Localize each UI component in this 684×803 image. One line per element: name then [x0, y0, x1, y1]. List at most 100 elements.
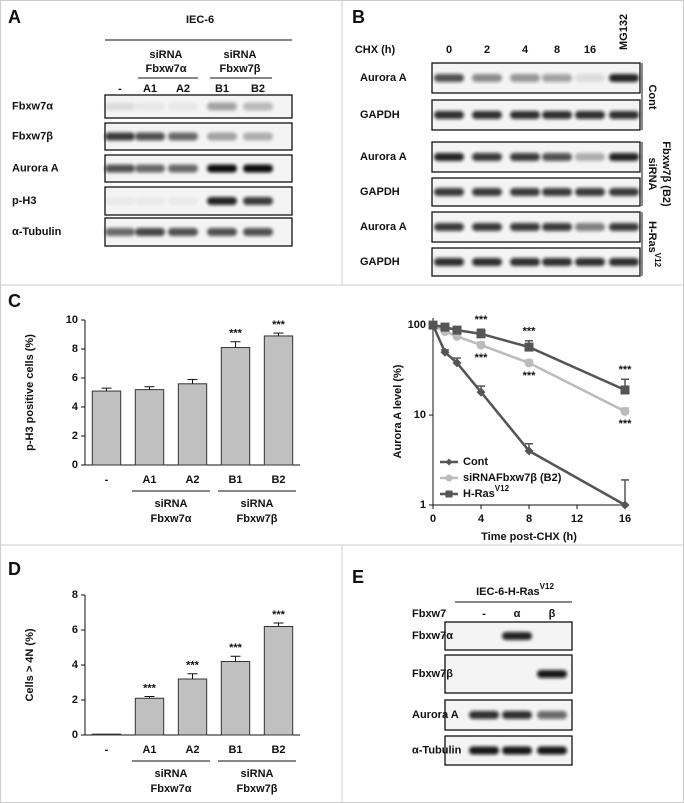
significance: ***: [272, 319, 286, 331]
condition-label-sup: V12: [653, 253, 662, 268]
band: [575, 153, 605, 161]
band: [168, 228, 198, 236]
marker: [476, 387, 486, 397]
band: [207, 197, 237, 205]
significance: ***: [186, 660, 200, 672]
y-tick-label: 2: [72, 694, 78, 706]
significance: ***: [229, 328, 243, 340]
band: [135, 132, 165, 141]
x-tick-label: A1: [142, 744, 156, 756]
cell-line: IEC-6-H-RasV12: [476, 582, 554, 598]
x-tick-label: -: [105, 744, 109, 756]
blot-row-label: GAPDH: [360, 256, 400, 268]
bar: [91, 390, 122, 466]
band: [434, 74, 464, 82]
blot-row-label: p-H3: [12, 195, 36, 207]
marker: [428, 320, 438, 330]
lane-label: B2: [251, 83, 265, 95]
band: [510, 74, 540, 82]
band: [243, 197, 273, 205]
band: [472, 188, 502, 196]
band: [135, 228, 165, 236]
bar: [177, 678, 208, 736]
y-tick-label: 100: [408, 319, 426, 331]
panel-label: B: [352, 7, 365, 27]
x-tick-label: B2: [271, 474, 285, 486]
bar: [220, 661, 251, 736]
marker: [452, 325, 462, 335]
band: [510, 188, 540, 196]
marker: [524, 358, 534, 368]
band: [537, 670, 567, 678]
band: [609, 258, 639, 266]
lane-title: Fbxw7: [412, 608, 446, 620]
bar: [134, 697, 165, 736]
band: [542, 153, 572, 161]
blot-row-label: Aurora A: [360, 151, 407, 163]
group-label: Fbxw7α: [151, 783, 192, 795]
bar: [263, 335, 294, 466]
panel-label: C: [8, 291, 21, 311]
x-tick-label: A1: [142, 474, 156, 486]
x-tick-label: B1: [228, 744, 242, 756]
significance: ***: [143, 682, 157, 694]
y-axis-label: p-H3 positive cells (%): [24, 334, 36, 451]
lane-label: -: [118, 83, 122, 95]
cell-line-sup: V12: [540, 582, 555, 591]
significance: ***: [475, 314, 489, 326]
band: [135, 102, 165, 111]
group-label: Fbxw7β: [237, 513, 278, 525]
significance: ***: [475, 352, 489, 364]
band: [575, 74, 605, 82]
legend-label: siRNAFbxw7β (B2): [463, 472, 562, 484]
lane-label: B1: [215, 83, 229, 95]
band: [575, 258, 605, 266]
error-bar: [101, 341, 241, 392]
lane-label: A1: [143, 83, 157, 95]
band: [434, 258, 464, 266]
blot-row-label: GAPDH: [360, 186, 400, 198]
condition-label: Cont: [646, 84, 658, 109]
band: [609, 153, 639, 161]
band: [502, 632, 532, 640]
band: [575, 188, 605, 196]
error-bar: [144, 378, 284, 699]
group-label: siRNA: [149, 49, 182, 61]
marker: [445, 458, 453, 466]
group-label: siRNA: [154, 498, 187, 510]
y-tick-label: 0: [72, 459, 78, 471]
band: [542, 74, 572, 82]
significance: ***: [619, 364, 633, 376]
band: [542, 223, 572, 231]
group-label: Fbxw7α: [151, 513, 192, 525]
panel-label: A: [8, 7, 21, 27]
band: [434, 153, 464, 161]
y-tick-label: 8: [72, 343, 78, 355]
group-label: siRNA: [240, 498, 273, 510]
condition-label-main: H-Ras: [646, 221, 658, 253]
x-tick-label: A2: [185, 744, 199, 756]
y-tick-label: 2: [72, 430, 78, 442]
marker: [620, 406, 630, 416]
band: [105, 132, 135, 141]
marker: [524, 446, 534, 456]
y-tick-label: 6: [72, 624, 78, 636]
y-axis-label: Aurora A level (%): [392, 364, 404, 458]
x-tick-label: 8: [526, 513, 532, 525]
legend-label-main: H-Ras: [463, 488, 495, 500]
significance: ***: [272, 609, 286, 621]
band: [168, 197, 198, 205]
blot-row-label: Fbxw7β: [12, 130, 53, 142]
bar: [91, 733, 122, 736]
bar: [263, 626, 294, 736]
series-line: [431, 324, 626, 507]
band: [472, 74, 502, 82]
lane-label: 4: [522, 44, 529, 56]
band: [472, 258, 502, 266]
significance: ***: [523, 326, 537, 338]
band: [434, 223, 464, 231]
x-axis-label: Time post-CHX (h): [481, 531, 577, 543]
x-tick-label: 12: [571, 513, 583, 525]
x-tick-label: 16: [619, 513, 631, 525]
y-tick-label: 6: [72, 372, 78, 384]
